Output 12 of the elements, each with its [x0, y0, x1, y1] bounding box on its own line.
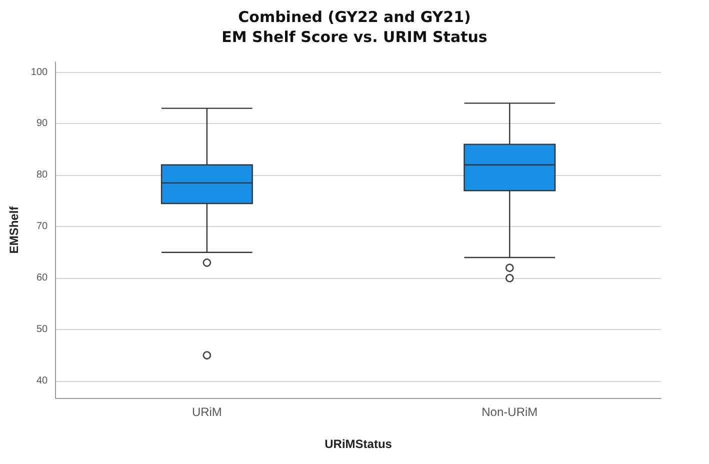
y-axis-title: EMShelf [7, 205, 21, 254]
y-tick-label: 40 [36, 376, 48, 387]
y-tick-label: 70 [36, 221, 48, 232]
y-tick-label: 90 [36, 118, 48, 130]
y-tick-label: 100 [30, 66, 48, 78]
x-tick-label: Non-URiM [482, 405, 538, 419]
x-tick-label: URiM [192, 405, 222, 419]
y-tick-label: 50 [36, 324, 48, 336]
x-axis-title: URiMStatus [324, 437, 392, 451]
y-tick-label: 60 [36, 272, 48, 284]
y-tick-label: 80 [36, 170, 48, 181]
chart-title: Combined (GY22 and GY21) EM Shelf Score vs. URIM Status [222, 8, 488, 46]
